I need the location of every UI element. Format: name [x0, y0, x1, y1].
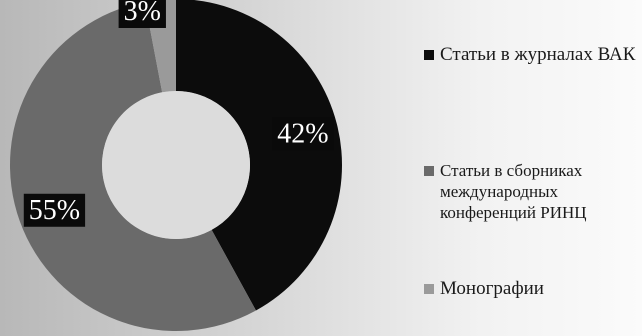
data-label-rinc-box	[23, 193, 86, 227]
donut-hole	[102, 91, 250, 239]
legend-item-monographs: Монографии	[422, 278, 637, 300]
legend-item-rinc: Статьи в сборниках международных конфере…	[422, 160, 637, 223]
legend-item-vak: Статьи в журналах ВАК	[422, 44, 637, 66]
data-label-vak-group: 42%	[272, 117, 334, 151]
slice-vak	[176, 0, 342, 311]
legend-swatch-monographs	[424, 284, 434, 294]
legend: Статьи в журналах ВАК Статьи в сборниках…	[422, 0, 637, 336]
legend-label-vak: Статьи в журналах ВАК	[440, 44, 636, 65]
data-label-vak: 42%	[277, 118, 328, 149]
data-label-monographs: 3%	[124, 0, 161, 27]
data-label-vak-box	[272, 117, 334, 151]
legend-label-rinc: Статьи в сборниках международных конфере…	[440, 161, 587, 222]
data-label-rinc-group: 55%	[23, 193, 86, 227]
legend-label-monographs: Монографии	[440, 278, 544, 299]
data-label-rinc: 55%	[29, 195, 80, 226]
slice-rinc	[9, 1, 256, 332]
data-label-monographs-box	[118, 0, 166, 28]
legend-swatch-vak	[424, 50, 434, 60]
legend-swatch-rinc	[424, 166, 434, 176]
data-label-monographs-group: 3%	[118, 0, 166, 28]
